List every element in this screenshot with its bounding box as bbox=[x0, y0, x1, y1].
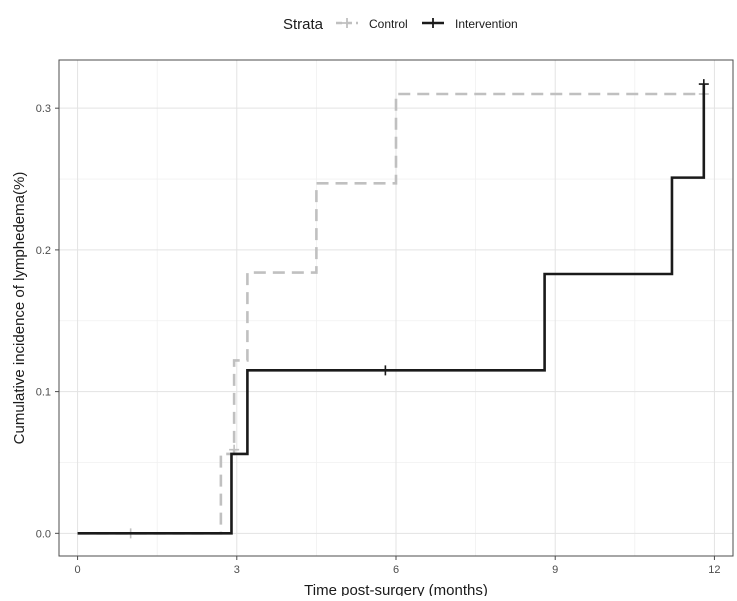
x-tick-label-0: 0 bbox=[75, 564, 81, 576]
legend-key-censor-intervention bbox=[428, 18, 438, 28]
censor-mark-intervention-0 bbox=[380, 365, 391, 376]
legend-key-censor-control bbox=[342, 18, 352, 28]
censor-mark-intervention-1 bbox=[698, 79, 709, 90]
y-axis-title: Cumulative incidence of lymphedema(%) bbox=[11, 172, 28, 445]
x-tick-label-3: 9 bbox=[552, 564, 558, 576]
y-tick-label-1: 0.1 bbox=[36, 387, 51, 399]
x-tick-label-1: 3 bbox=[234, 564, 240, 576]
legend-key-intervention bbox=[422, 18, 444, 28]
y-tick-label-0: 0.0 bbox=[36, 528, 51, 540]
series-line-intervention bbox=[77, 84, 706, 535]
legend-key-control bbox=[336, 18, 358, 28]
y-tick-label-3: 0.3 bbox=[36, 103, 51, 115]
legend-label-intervention: Intervention bbox=[455, 17, 518, 31]
x-tick-label-4: 12 bbox=[708, 564, 720, 576]
legend-title: Strata bbox=[283, 16, 324, 33]
x-axis-title: Time post-surgery (months) bbox=[304, 582, 488, 596]
series-line-control bbox=[77, 92, 704, 535]
x-tick-label-2: 6 bbox=[393, 564, 399, 576]
y-tick-label-2: 0.2 bbox=[36, 245, 51, 257]
legend-label-control: Control bbox=[369, 17, 408, 31]
